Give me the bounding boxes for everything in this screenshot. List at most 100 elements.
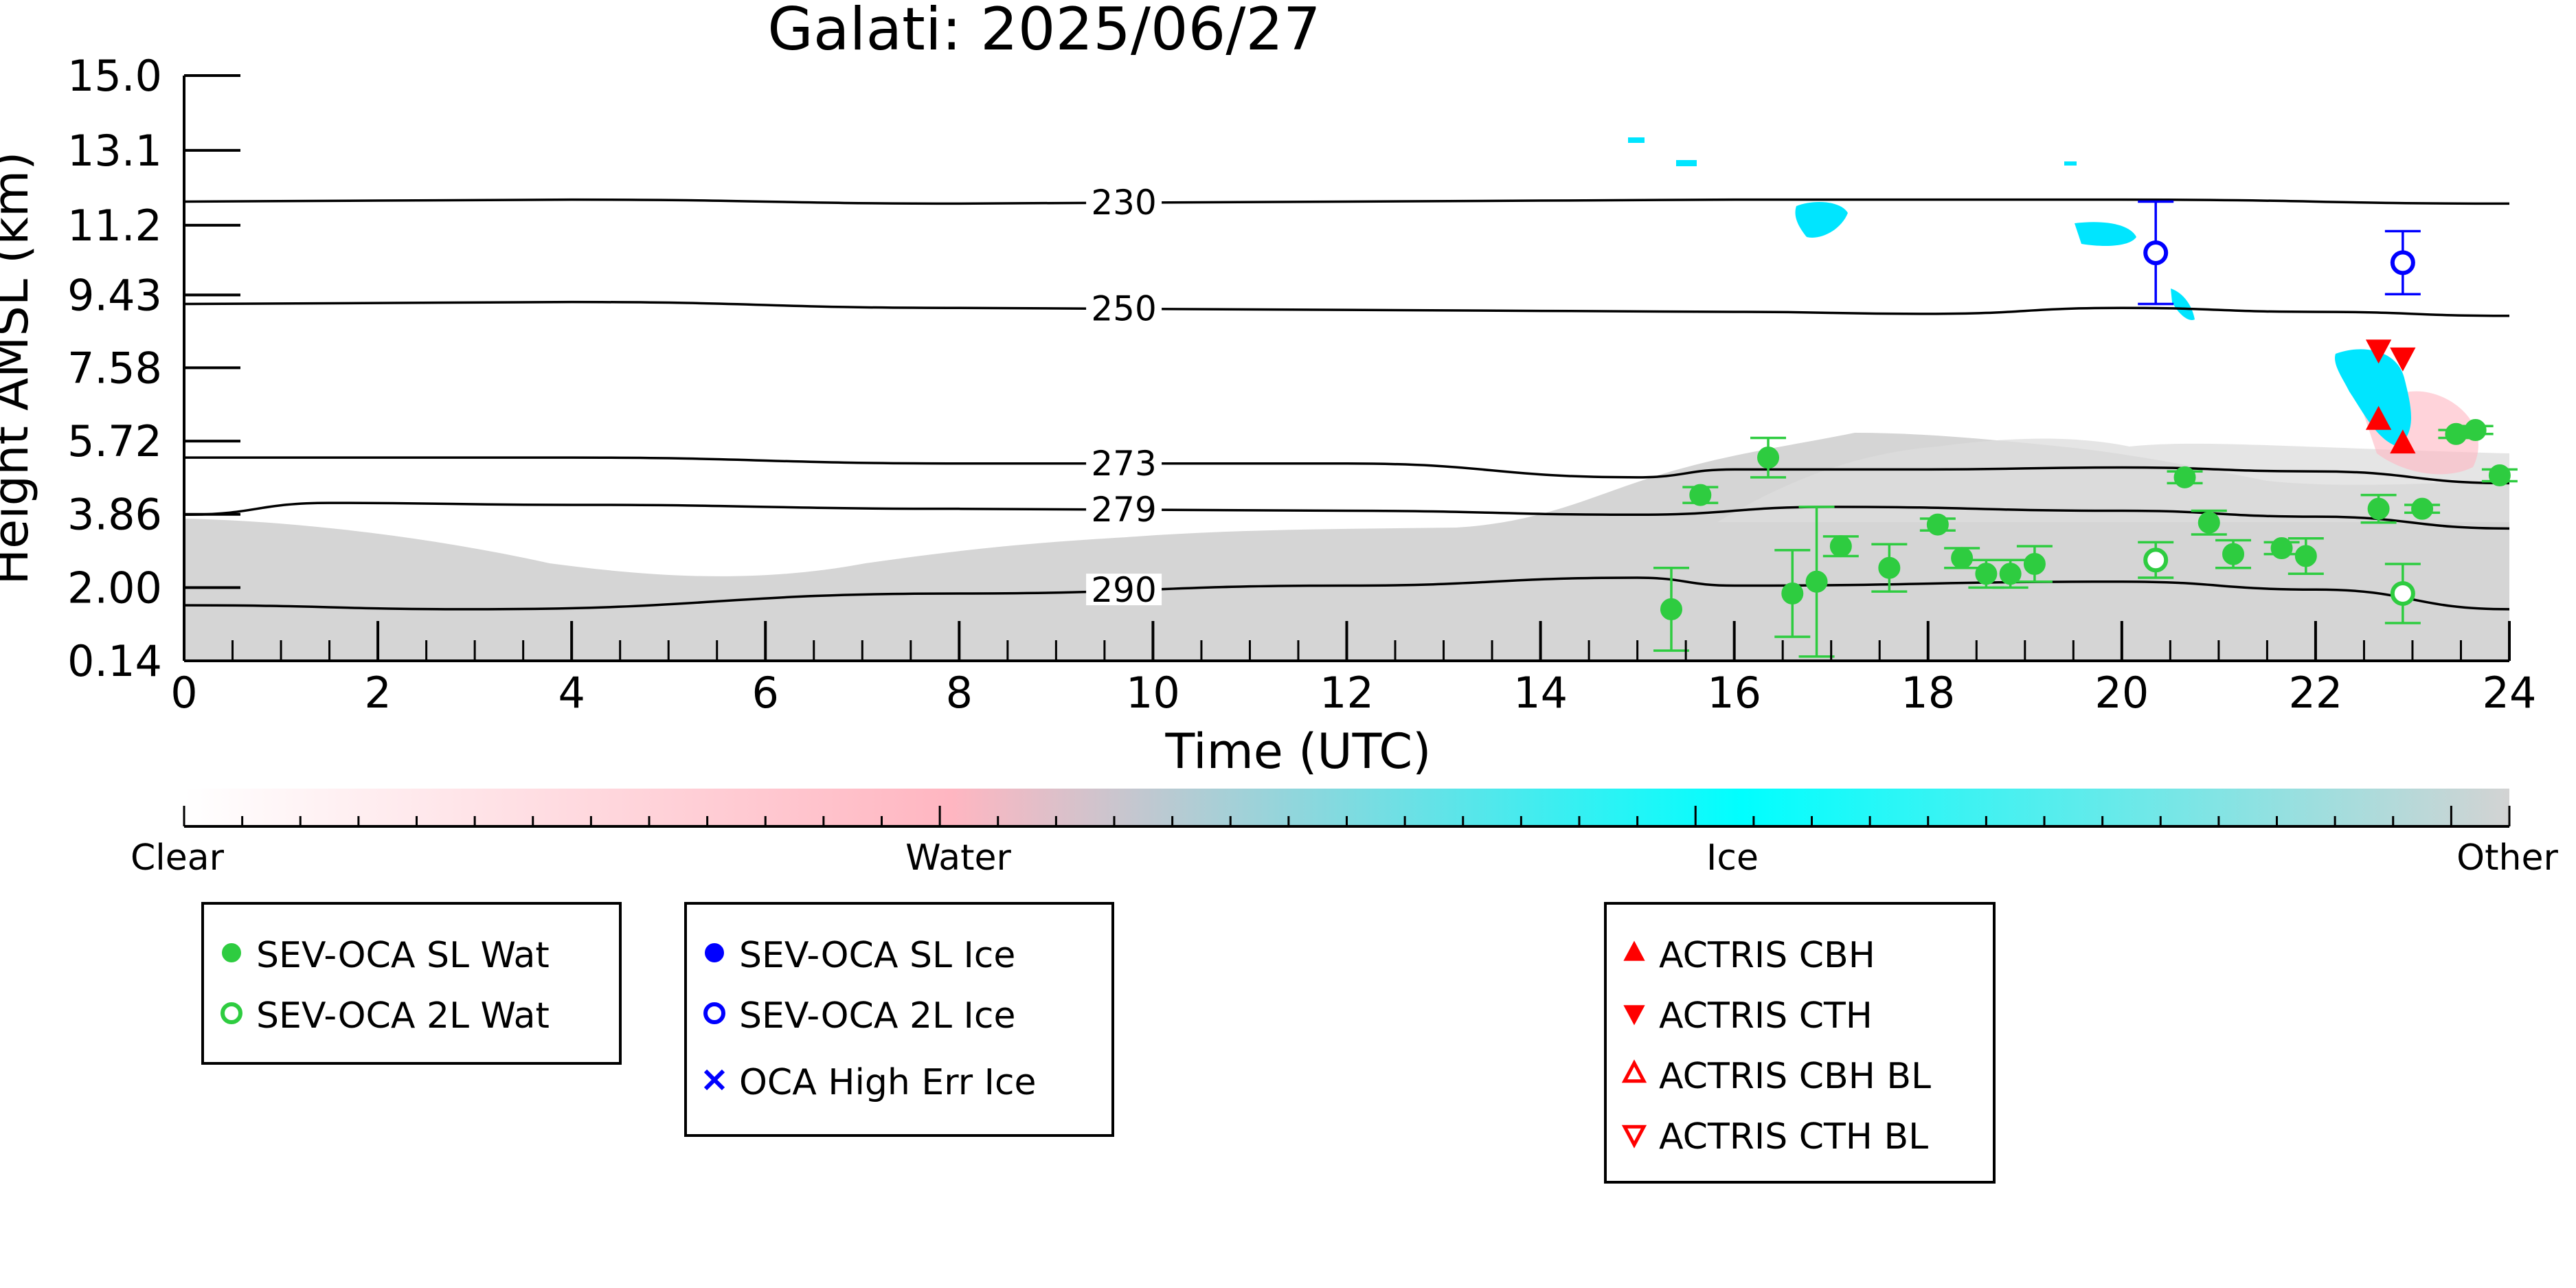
legend-item-sev-oca-2l-wat: SEV-OCA 2L Wat [221, 995, 550, 1037]
legend-item-oca-high-err-ice: OCA High Err Ice [703, 1062, 1037, 1103]
data-point [2143, 240, 2169, 266]
x-tick-label: 0 [170, 668, 197, 718]
x-tick-label: 10 [1126, 668, 1180, 718]
legend-item-actris-cbh-bl: ACTRIS CBH BL [1621, 1056, 1931, 1097]
legend-item-actris-cth-bl: ACTRIS CTH BL [1621, 1116, 1928, 1157]
data-point [2367, 497, 2390, 520]
y-tick-label: 2.00 [67, 563, 162, 613]
data-point [1757, 447, 1780, 469]
data-point [1975, 563, 1998, 585]
data-point [2365, 405, 2392, 430]
series-sev-oca-2l-ice [2138, 200, 2421, 306]
legend-label: ACTRIS CTH BL [1659, 1116, 1928, 1157]
contour-line-230 [183, 198, 2510, 205]
legend-item-sev-oca-sl-wat: SEV-OCA SL Wat [222, 935, 550, 976]
data-point [2390, 429, 2416, 454]
data-point [2143, 547, 2169, 573]
colorbar-label-ice: Ice [1706, 837, 1759, 879]
data-point [2464, 419, 2487, 442]
contour-label-230: 230 [1091, 183, 1156, 223]
x-tick-label: 4 [558, 668, 585, 718]
x-tick-label: 8 [946, 668, 973, 718]
legend-label: ACTRIS CBH [1659, 935, 1875, 976]
contour-label-bg [1086, 493, 1162, 525]
data-point [1805, 570, 1828, 593]
data-point [2294, 545, 2317, 567]
legend-item-sev-oca-2l-ice: SEV-OCA 2L Ice [703, 995, 1015, 1037]
data-point [1878, 556, 1901, 579]
ice-cloud-patch-3 [2075, 222, 2136, 246]
data-point [1999, 563, 2022, 585]
data-point [2488, 464, 2511, 486]
legend-marker [1621, 1059, 1647, 1083]
series-actris-cth [2365, 339, 2416, 372]
temperature-contours: 230 250 273 279 290 [183, 183, 2510, 611]
legend-item-actris-cth: ACTRIS CTH [1623, 995, 1873, 1037]
legend-frame [684, 902, 1114, 1137]
y-tick-label: 15.0 [67, 51, 162, 101]
x-tick-label: 18 [1901, 668, 1955, 718]
x-tick-label: 6 [752, 668, 779, 718]
y-tick-label: 7.58 [67, 343, 162, 393]
data-point [1951, 547, 1974, 569]
legend-marker [1623, 1005, 1645, 1026]
data-point [2390, 250, 2415, 275]
legend-marker [1623, 940, 1645, 961]
x-axis-label: Time (UTC) [1165, 723, 1432, 780]
legend-box-2: SEV-OCA SL Ice SEV-OCA 2L Ice OCA High Err… [684, 902, 1114, 1137]
contour-label-bg [1086, 574, 1162, 606]
data-point [2270, 537, 2293, 560]
contour-label-273: 273 [1091, 444, 1156, 484]
series-sev-oca-2l-wat [2138, 541, 2421, 624]
y-tick-label: 9.43 [67, 270, 162, 320]
data-point [2365, 339, 2392, 364]
y-axis-ticks: 0.14 2.00 3.86 5.72 7.58 9.43 11.2 13.1 15.0 [67, 51, 240, 686]
legend-label: ACTRIS CBH BL [1659, 1056, 1931, 1097]
contour-label-bg [1086, 292, 1162, 324]
legend-box-3: ACTRIS CBH ACTRIS CTH ACTRIS CBH BL ACTRIS … [1604, 902, 1996, 1184]
contour-line-273 [184, 456, 2510, 485]
contour-label-250: 250 [1091, 289, 1156, 328]
ice-cloud-patch-1 [2335, 349, 2411, 447]
data-point [2390, 347, 2416, 372]
legend-marker [703, 1002, 725, 1024]
contour-label-279: 279 [1091, 490, 1156, 530]
y-tick-label: 3.86 [67, 490, 162, 540]
legend-label: OCA High Err Ice [739, 1062, 1037, 1103]
series-sev-oca-sl-wat [1653, 419, 2518, 658]
colorbar-label-water: Water [905, 837, 1011, 879]
legend-label: SEV-OCA SL Ice [739, 935, 1015, 976]
x-tick-label: 2 [364, 668, 391, 718]
x-tick-label: 22 [2288, 668, 2342, 718]
legend-label: ACTRIS CTH [1659, 995, 1873, 1037]
legend-box-1: SEV-OCA SL Wat SEV-OCA 2L Wat [201, 902, 622, 1065]
y-tick-label: 11.2 [67, 201, 162, 251]
x-tick-label: 24 [2483, 668, 2537, 718]
y-tick-label: 5.72 [67, 416, 162, 466]
legend-label: SEV-OCA 2L Ice [739, 995, 1015, 1037]
x-axis-ticks: 0 2 4 6 8 10 12 14 16 18 20 22 24 [170, 621, 2536, 718]
data-point [1926, 513, 1949, 536]
data-point [1689, 484, 1712, 506]
upper-cloud-haze [1717, 438, 2509, 522]
y-tick-label: 13.1 [67, 126, 162, 176]
ice-cloud-patch-4 [2171, 289, 2195, 320]
contour-line-250 [183, 300, 2510, 317]
legend-marker [1621, 1125, 1647, 1149]
legend-frame [201, 902, 622, 1065]
data-point [2023, 552, 2046, 575]
legend-item-sev-oca-sl-ice: SEV-OCA SL Ice [705, 935, 1015, 976]
contour-label-bg [1086, 447, 1162, 479]
data-series [1653, 200, 2518, 658]
data-point [2222, 543, 2245, 565]
legend-marker [703, 1069, 725, 1091]
contour-line-290 [183, 576, 2510, 611]
y-tick-label: 0.14 [67, 636, 162, 686]
data-point [1660, 598, 1682, 620]
x-tick-label: 12 [1320, 668, 1374, 718]
contour-line-279 [183, 501, 2510, 530]
contour-label-bg [1086, 186, 1162, 218]
ice-cloud-patch-2 [1795, 202, 1848, 238]
legends: SEV-OCA SL Wat SEV-OCA 2L Wat SEV-OCA SL I… [201, 902, 1996, 1184]
